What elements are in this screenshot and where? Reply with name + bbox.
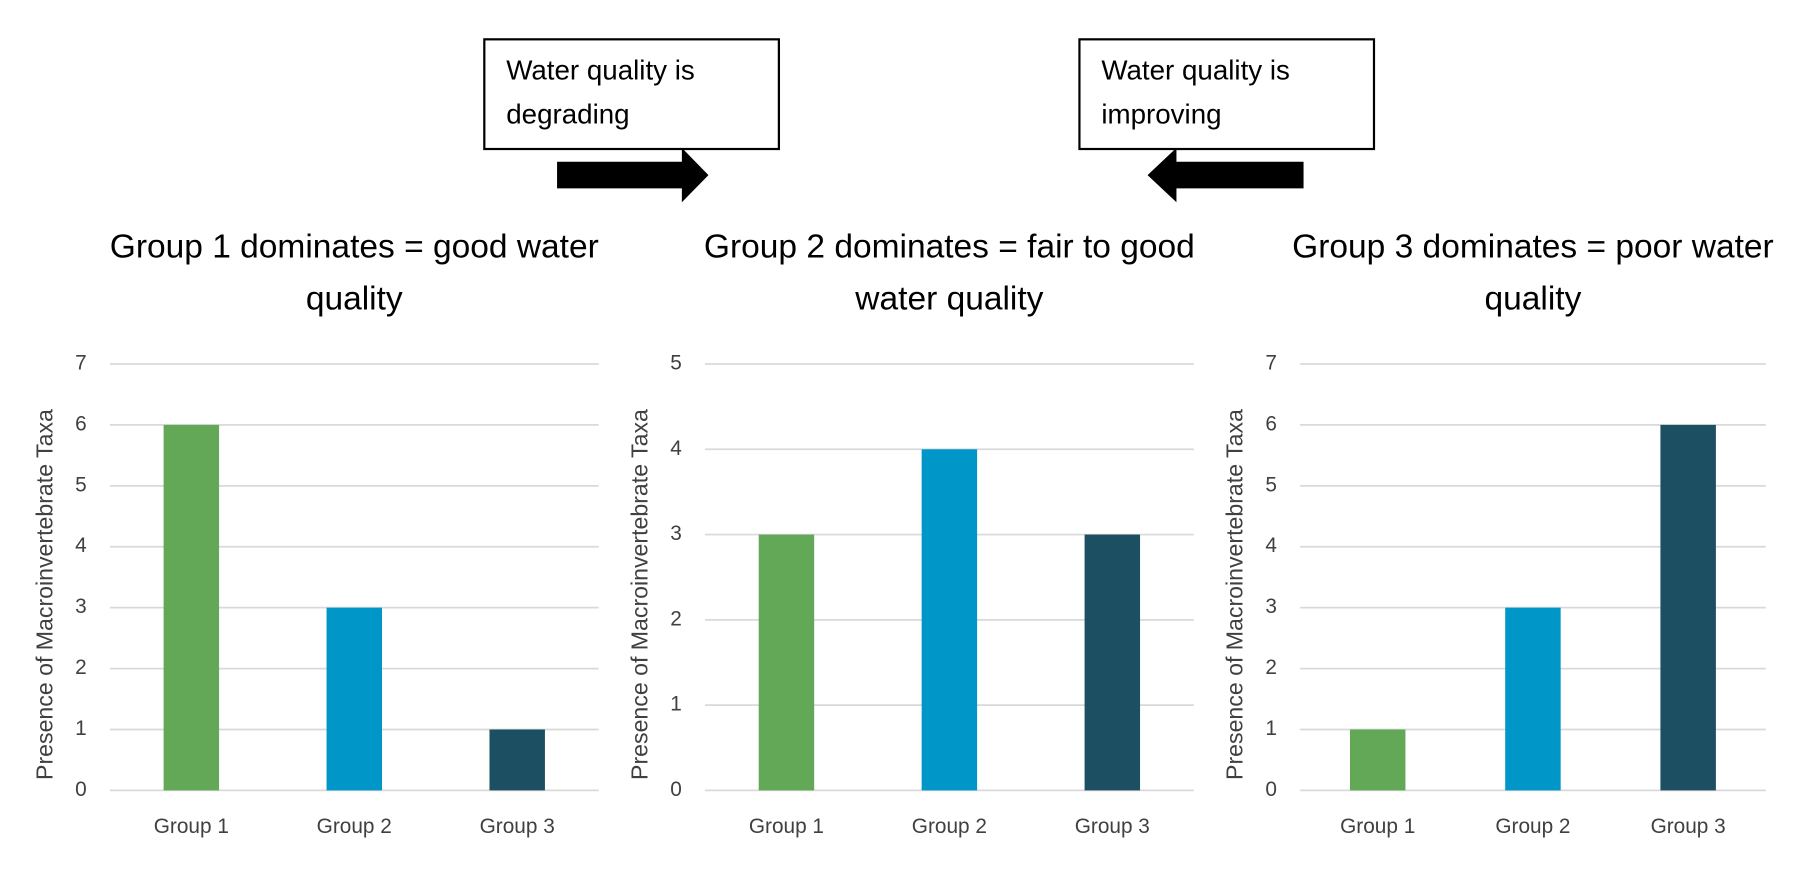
y-tick-label: 5	[670, 352, 682, 375]
y-axis-label: Presence of Macroinvertebrate Taxa	[1222, 409, 1248, 780]
y-tick-label: 0	[75, 778, 87, 801]
y-tick-label: 5	[1265, 473, 1277, 496]
x-tick-label: Group 3	[480, 815, 555, 838]
arrow	[557, 147, 709, 203]
y-tick-label: 3	[75, 595, 87, 618]
y-tick-label: 1	[75, 717, 87, 740]
chart-title-box: Group 3 dominates = poor water quality	[1292, 228, 1774, 318]
x-tick-label: Group 1	[1340, 815, 1415, 838]
chart-title-box: Group 1 dominates = good water quality	[109, 228, 599, 318]
y-tick-label: 7	[1265, 352, 1277, 375]
bar	[1349, 729, 1406, 791]
bar	[1084, 534, 1141, 791]
y-tick-label: 4	[1265, 534, 1277, 557]
bar	[163, 424, 220, 791]
y-axis-label: Presence of Macroinvertebrate Taxa	[627, 409, 653, 780]
y-tick-label: 6	[75, 412, 87, 435]
y-tick-label: 3	[1265, 595, 1277, 618]
bar	[1660, 424, 1716, 791]
chart: Group 3 dominates = poor water quality Pr…	[1222, 228, 1774, 838]
y-tick-label: 2	[1265, 656, 1277, 679]
y-tick-label: 7	[75, 352, 87, 375]
chart-title: Group 1 dominates = good water quality	[109, 228, 599, 318]
chart-title-box: Group 2 dominates = fair to good water q…	[703, 228, 1195, 318]
y-tick-label: 0	[1265, 778, 1277, 801]
x-tick-label: Group 1	[154, 815, 229, 838]
annotation: Water quality is improving	[1078, 38, 1376, 151]
y-tick-label: 6	[1265, 412, 1277, 435]
x-tick-label: Group 2	[912, 815, 987, 838]
x-tick-label: Group 3	[1651, 815, 1726, 838]
x-tick-label: Group 2	[1495, 815, 1570, 838]
bar	[326, 607, 382, 791]
bar	[1505, 607, 1561, 791]
chart-title: Group 3 dominates = poor water quality	[1292, 228, 1774, 318]
y-tick-label: 3	[670, 522, 682, 545]
y-tick-label: 1	[1265, 717, 1277, 740]
x-tick-label: Group 1	[749, 815, 824, 838]
y-tick-label: 0	[670, 778, 682, 801]
y-tick-label: 4	[670, 437, 682, 460]
y-tick-label: 5	[75, 473, 87, 496]
y-tick-label: 2	[670, 607, 682, 630]
annotation: Water quality is degrading	[483, 38, 781, 151]
y-tick-label: 2	[75, 656, 87, 679]
chart-title: Group 2 dominates = fair to good water q…	[703, 228, 1195, 318]
chart: Group 2 dominates = fair to good water q…	[627, 228, 1195, 838]
x-tick-label: Group 2	[317, 815, 392, 838]
y-tick-label: 1	[670, 693, 682, 716]
bar	[489, 729, 545, 791]
arrow	[1147, 147, 1304, 203]
bar	[921, 449, 978, 791]
annotation-box: Water quality is degrading	[483, 38, 781, 151]
chart: Group 1 dominates = good water quality Pr…	[31, 228, 599, 838]
annotation-box: Water quality is improving	[1078, 38, 1376, 151]
y-axis-label: Presence of Macroinvertebrate Taxa	[31, 409, 57, 780]
bar	[758, 534, 815, 791]
x-tick-label: Group 3	[1075, 815, 1150, 838]
y-tick-label: 4	[75, 534, 87, 557]
